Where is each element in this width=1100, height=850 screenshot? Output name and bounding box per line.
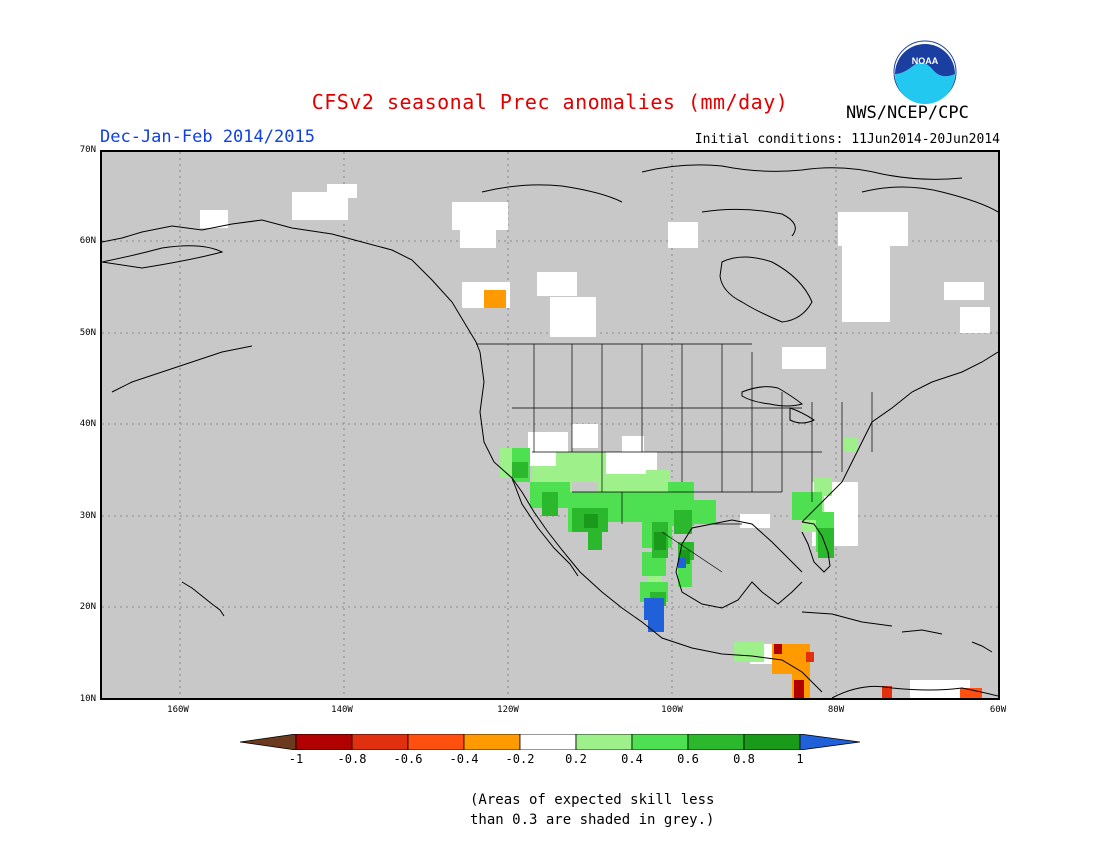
lat-label-40n: 40N — [79, 419, 96, 429]
skill-note: (Areas of expected skill less than 0.3 a… — [470, 790, 714, 830]
legend-label: 0.4 — [621, 752, 643, 766]
map-title: CFSv2 seasonal Prec anomalies (mm/day) — [311, 90, 789, 114]
anomaly-0.8-1-areas — [584, 514, 690, 564]
lat-label-20n: 20N — [79, 602, 96, 612]
anomaly-above-1-areas — [644, 558, 686, 632]
agency-label: NWS/NCEP/CPC — [846, 103, 969, 123]
legend-bin — [575, 734, 633, 750]
legend-bin — [463, 734, 521, 750]
legend-bin — [743, 734, 801, 750]
lon-label-120w: 120W — [497, 705, 519, 715]
lon-label-100w: 100W — [661, 705, 683, 715]
color-legend — [240, 734, 860, 750]
legend-above-max — [799, 734, 860, 750]
lat-label-70n: 70N — [79, 145, 96, 155]
lat-label-50n: 50N — [79, 328, 96, 338]
legend-label: -0.4 — [449, 752, 479, 766]
legend-below-min — [240, 734, 297, 750]
state-borders — [476, 343, 873, 573]
legend-label: -0.8 — [337, 752, 367, 766]
skill-note-line1: (Areas of expected skill less — [470, 792, 715, 808]
legend-bin — [687, 734, 745, 750]
legend-bin — [631, 734, 689, 750]
negative-anomaly-areas — [484, 290, 982, 698]
forecast-map — [100, 150, 1000, 700]
legend-bin — [351, 734, 409, 750]
noaa-logo: NOAA — [893, 40, 957, 104]
legend-label: 0.6 — [677, 752, 699, 766]
legend-bin — [407, 734, 465, 750]
skill-note-line2: than 0.3 are shaded in grey.) — [470, 812, 715, 828]
legend-label: -0.6 — [393, 752, 423, 766]
lat-label-60n: 60N — [79, 236, 96, 246]
legend-label: 0.2 — [565, 752, 587, 766]
lon-label-80w: 80W — [827, 705, 845, 715]
initial-conditions-label: Initial conditions: 11Jun2014-20Jun2014 — [694, 132, 1000, 147]
lon-label-160w: 160W — [167, 705, 189, 715]
svg-text:NOAA: NOAA — [912, 56, 939, 66]
lon-label-60w: 60W — [989, 705, 1007, 715]
season-label: Dec-Jan-Feb 2014/2015 — [100, 127, 315, 147]
map-canvas — [102, 152, 998, 698]
legend-bin — [519, 734, 577, 750]
coastlines — [102, 164, 998, 698]
lat-label-30n: 30N — [79, 511, 96, 521]
legend-label: -0.2 — [505, 752, 535, 766]
lat-label-10n: 10N — [79, 694, 96, 704]
legend-label: -1 — [288, 752, 304, 766]
legend-label: 1 — [796, 752, 804, 766]
legend-label: 0.8 — [733, 752, 755, 766]
legend-bin — [295, 734, 353, 750]
lon-label-140w: 140W — [331, 705, 353, 715]
near-zero-anomaly-areas — [200, 184, 990, 698]
